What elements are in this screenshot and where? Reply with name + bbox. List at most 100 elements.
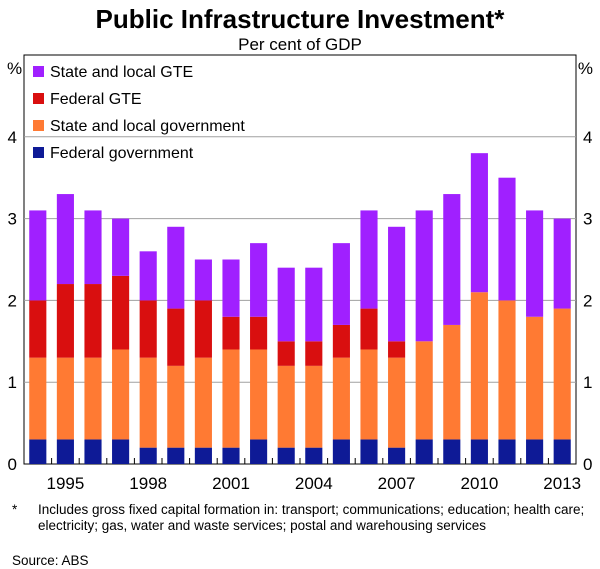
bar-1994-series-2 [29,300,47,358]
bar-2005-series-0 [332,439,350,464]
bar-2011-series-0 [498,439,516,464]
bar-1996-series-2 [84,284,102,358]
y-tick-right-4: 4 [583,128,592,147]
bar-2007-series-0 [388,447,406,464]
bar-1995-series-3 [56,194,74,285]
bar-2004-series-0 [305,447,323,464]
bar-2010-series-0 [470,439,488,464]
y-tick-right-2: 2 [583,291,592,310]
bar-2004-series-2 [305,341,323,366]
bar-2011-series-1 [498,300,516,440]
bar-2003-series-1 [277,365,295,448]
bar-2009-series-3 [443,194,461,325]
bar-2001-series-1 [222,349,240,448]
y-tick-right-3: 3 [583,210,592,229]
bar-2012-series-0 [526,439,544,464]
bar-1996-series-1 [84,357,102,440]
y-tick-left-0: 0 [8,455,17,474]
bar-2002-series-0 [250,439,268,464]
bar-1996-series-0 [84,439,102,464]
bar-2006-series-2 [360,308,378,350]
chart-subtitle: Per cent of GDP [238,35,362,54]
x-tick-label-1995: 1995 [46,474,84,493]
bar-2000-series-1 [194,357,212,448]
x-tick-label-2010: 2010 [460,474,498,493]
bar-1995-series-0 [56,439,74,464]
footnote-marker: * [12,502,18,517]
source-note: Source: ABS [12,553,89,568]
chart-title: Public Infrastructure Investment* [96,4,506,34]
bar-1997-series-1 [112,349,130,440]
bar-1997-series-0 [112,439,130,464]
bar-1997-series-2 [112,275,130,350]
bar-2008-series-0 [415,439,433,464]
bar-1999-series-0 [167,447,185,464]
bar-2005-series-1 [332,357,350,440]
bar-1998-series-0 [139,447,157,464]
bars [29,153,571,464]
legend-swatch-0 [33,66,44,77]
bar-2006-series-3 [360,210,378,309]
bar-1995-series-2 [56,284,74,358]
legend-label-2: State and local government [50,118,245,135]
bar-2000-series-0 [194,447,212,464]
bar-2003-series-2 [277,341,295,366]
bar-2013-series-0 [553,439,571,464]
y-axis-unit-right: % [578,59,593,78]
bar-2013-series-1 [553,308,571,440]
bar-1994-series-1 [29,357,47,440]
bar-1999-series-2 [167,308,185,366]
y-tick-left-4: 4 [8,128,17,147]
bar-2004-series-1 [305,365,323,448]
y-tick-left-1: 1 [8,373,17,392]
bar-2010-series-1 [470,292,488,440]
bar-1998-series-3 [139,251,157,301]
bar-2010-series-3 [470,153,488,293]
y-tick-right-1: 1 [583,373,592,392]
bar-2002-series-3 [250,243,268,317]
legend: State and local GTE Federal GTE State and … [33,64,245,162]
bar-2000-series-2 [194,300,212,358]
bar-1999-series-3 [167,226,185,309]
legend-label-0: State and local GTE [50,64,193,81]
bar-2006-series-1 [360,349,378,440]
bar-2001-series-0 [222,447,240,464]
bar-2009-series-0 [443,439,461,464]
bar-2013-series-3 [553,218,571,309]
bar-2009-series-1 [443,324,461,440]
axis-ticks: 0 0 1 1 2 2 3 3 4 4 1995 1998 2001 2004 2007 2010 2013 [8,128,593,493]
bar-1995-series-1 [56,357,74,440]
legend-swatch-3 [33,147,44,158]
bar-2011-series-3 [498,177,516,301]
bar-2001-series-3 [222,259,240,317]
bar-1994-series-0 [29,439,47,464]
y-tick-left-2: 2 [8,291,17,310]
bar-2002-series-1 [250,349,268,440]
bar-1997-series-3 [112,218,130,276]
bar-2012-series-1 [526,316,544,440]
x-tick-label-2007: 2007 [378,474,416,493]
bar-2003-series-3 [277,267,295,342]
bar-2000-series-3 [194,259,212,301]
bar-2007-series-1 [388,357,406,448]
bar-1998-series-2 [139,300,157,358]
y-axis-unit-left: % [7,59,22,78]
footnote-text: Includes gross fixed capital formation i… [38,502,585,533]
bar-2001-series-2 [222,316,240,350]
bar-2003-series-0 [277,447,295,464]
x-tick-label-2013: 2013 [543,474,581,493]
bar-2012-series-3 [526,210,544,317]
y-tick-right-0: 0 [583,455,592,474]
gridlines [24,136,576,383]
bar-2008-series-1 [415,341,433,440]
legend-swatch-2 [33,120,44,131]
bar-1996-series-3 [84,210,102,285]
footnote: * Includes gross fixed capital formation… [12,502,592,534]
y-tick-left-3: 3 [8,210,17,229]
plot-frame [23,54,577,465]
bar-2007-series-2 [388,341,406,358]
bar-2006-series-0 [360,439,378,464]
x-tick-label-2004: 2004 [295,474,333,493]
bar-1994-series-3 [29,210,47,301]
